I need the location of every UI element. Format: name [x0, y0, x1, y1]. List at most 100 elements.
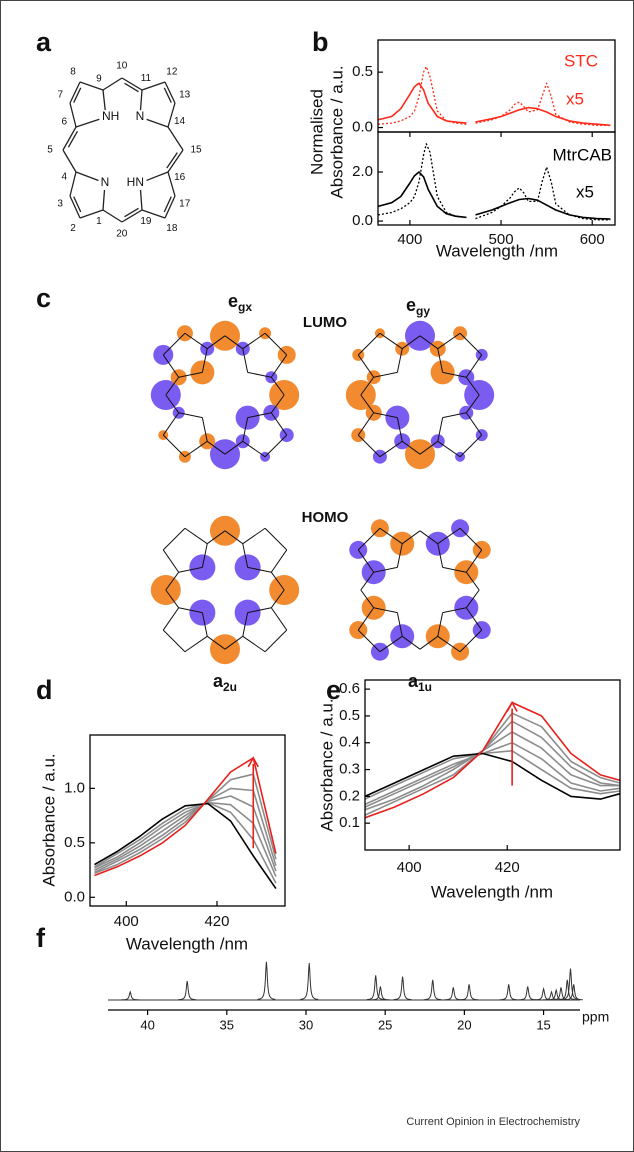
skeleton-bond — [224, 440, 244, 455]
atom-number: 17 — [179, 199, 191, 210]
spectrum-line — [377, 65, 611, 126]
x-tick-label: 600 — [580, 231, 605, 248]
skeleton-bond — [242, 332, 266, 350]
panel-label: e — [326, 675, 341, 705]
skeleton-bond — [242, 612, 249, 637]
double-bond — [124, 207, 139, 218]
skeleton-bond — [242, 440, 266, 458]
skeleton-bond — [357, 434, 381, 458]
spectrum-line — [94, 801, 277, 877]
orbital-subscript: 1u — [418, 680, 432, 694]
skeleton-bond — [224, 335, 244, 350]
atom-number: 16 — [174, 172, 186, 183]
skeleton-bond — [242, 527, 266, 545]
bond — [164, 195, 176, 219]
atom-number: 10 — [116, 61, 128, 72]
skeleton-bond — [442, 371, 467, 378]
atom-number: 2 — [70, 223, 76, 234]
bond — [75, 171, 99, 182]
skeleton-bond — [270, 376, 285, 396]
skeleton-bond — [206, 530, 226, 545]
atom-number: 20 — [116, 229, 128, 240]
spectrum-line — [377, 143, 611, 221]
skeleton-bond — [270, 412, 288, 436]
skeleton-bond — [165, 589, 180, 609]
skeleton-bond — [465, 607, 483, 631]
skeleton-bond — [401, 335, 421, 350]
plot-frame — [377, 131, 616, 226]
skeleton-bond — [373, 566, 398, 573]
y-axis-label: Absorbance / a.u. — [39, 753, 58, 886]
skeleton-bond — [401, 635, 421, 650]
skeleton-bond — [437, 348, 444, 373]
skeleton-bond — [465, 376, 480, 396]
skeleton-bond — [162, 549, 180, 573]
skeleton-bond — [396, 543, 403, 568]
spectrum-line — [364, 750, 621, 800]
skeleton-bond — [270, 394, 285, 414]
skeleton-bond — [178, 412, 203, 419]
bond — [69, 195, 81, 219]
x-axis-label: Wavelength /nm — [126, 934, 248, 953]
bond — [139, 89, 143, 111]
skeleton-bond — [373, 412, 398, 419]
nmr-peak — [558, 979, 577, 1001]
bond — [146, 171, 169, 182]
spectrum-line — [94, 795, 277, 872]
double-bond — [73, 196, 82, 213]
skeleton-bond — [184, 635, 208, 653]
skeleton-bond — [264, 332, 288, 356]
skeleton-bond — [401, 440, 421, 455]
credit: Current Opinion in Electrochemistry — [406, 1116, 580, 1128]
nitrogen-label: NH — [102, 109, 119, 123]
skeleton-bond — [357, 629, 381, 653]
skeleton-bond — [357, 332, 381, 356]
skeleton-bond — [201, 348, 208, 373]
bond — [69, 102, 77, 128]
skeleton-bond — [360, 394, 375, 414]
bond — [69, 81, 81, 104]
y-tick-label: 0.1 — [339, 814, 360, 831]
nmr-peak — [518, 986, 537, 1001]
atom-number: 12 — [166, 66, 178, 77]
skeleton-bond — [162, 412, 180, 436]
x-tick-label: 20 — [457, 1017, 471, 1032]
x-tick-label: 40 — [140, 1017, 154, 1032]
x-tick-label: 35 — [220, 1017, 234, 1032]
skeleton-bond — [162, 527, 186, 551]
y-tick-label: 1.0 — [64, 779, 85, 796]
orbital-label: egy — [406, 295, 430, 318]
bond — [164, 81, 176, 104]
skeleton-bond — [442, 566, 467, 573]
atom-number: 7 — [57, 90, 63, 101]
x-tick-label: 30 — [299, 1017, 313, 1032]
atom-number: 8 — [70, 66, 76, 77]
nmr-peak — [444, 987, 463, 1001]
nmr-peak — [499, 984, 518, 1001]
skeleton-bond — [264, 434, 288, 458]
skeleton-bond — [379, 440, 403, 458]
homo-label: HOMO — [302, 509, 349, 526]
bond — [167, 102, 176, 128]
atom-number: 1 — [96, 216, 102, 227]
atom-number: 3 — [57, 199, 63, 210]
skeleton-bond — [201, 543, 208, 568]
skeleton-bond — [224, 530, 244, 545]
bond — [146, 118, 169, 128]
skeleton-bond — [379, 635, 403, 653]
y-tick-label: 0.5 — [64, 834, 85, 851]
skeleton-bond — [178, 371, 203, 378]
skeleton-bond — [165, 571, 180, 591]
skeleton-bond — [437, 635, 461, 653]
bond — [167, 149, 184, 173]
atom-number: 11 — [141, 73, 152, 84]
skeleton-bond — [270, 549, 288, 573]
spectrum-line — [364, 731, 620, 808]
skeleton-bond — [224, 635, 244, 650]
skeleton-bond — [465, 412, 483, 436]
atom-number: 13 — [179, 90, 191, 101]
arrow-head — [506, 700, 518, 712]
skeleton-bond — [465, 549, 483, 573]
skeleton-bond — [242, 417, 249, 442]
skeleton-bond — [360, 376, 375, 396]
